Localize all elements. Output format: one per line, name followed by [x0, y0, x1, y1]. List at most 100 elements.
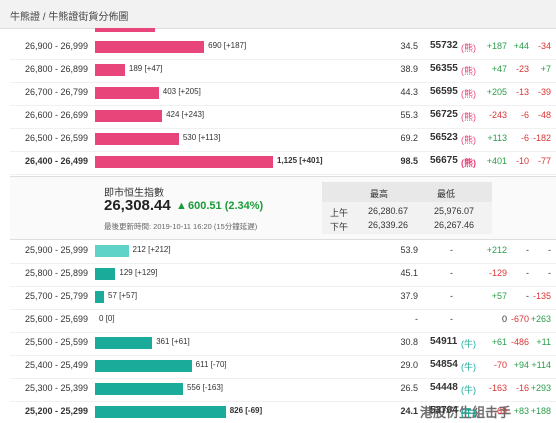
level: -: [450, 245, 453, 255]
range: 25,200 - 25,299: [24, 406, 88, 416]
range: 26,400 - 26,499: [24, 156, 88, 166]
bar-label: 189 [+47]: [128, 64, 163, 73]
side: (熊): [461, 112, 476, 122]
pct: 98.5: [400, 156, 418, 166]
level: 56355: [430, 63, 458, 74]
pct: -: [415, 314, 418, 324]
change: -48: [537, 110, 551, 120]
change: +47: [491, 64, 507, 74]
change: +57: [491, 291, 507, 301]
range: 26,900 - 26,999: [24, 41, 88, 51]
change: -10: [515, 156, 529, 166]
change: -77: [537, 156, 551, 166]
row: 25,500 - 25,599 361 [+61] 30.8 54911 (牛) +61-…: [10, 332, 556, 356]
change: -16: [515, 383, 529, 393]
pct: 44.3: [400, 87, 418, 97]
bar-label: 1,125 [+401]: [277, 156, 323, 165]
change: -34: [537, 41, 551, 51]
change: -: [526, 268, 529, 278]
range: 25,400 - 25,499: [24, 360, 88, 370]
side: (熊): [461, 135, 476, 145]
range: 25,600 - 25,699: [24, 314, 88, 324]
table-body: [322, 202, 492, 234]
level: 53704: [430, 405, 458, 416]
change: -163: [488, 383, 507, 393]
table-head: [322, 182, 492, 202]
pct: 24.1: [400, 406, 418, 416]
range: 26,600 - 26,699: [24, 110, 88, 120]
change: -: [548, 245, 551, 255]
change: +83: [513, 406, 529, 416]
level: 56675: [430, 155, 458, 166]
row: 25,600 - 25,699 0 [0] - - 0 -670 +263: [10, 309, 556, 333]
range: 26,800 - 26,899: [24, 64, 88, 74]
side: (熊): [461, 158, 476, 168]
row: 26,400 - 26,499 1,125 [+401] 98.5 56675 (熊) +…: [10, 151, 556, 175]
pct: 37.9: [400, 291, 418, 301]
bar-label: 690 [+187]: [208, 41, 247, 50]
level: 56523: [430, 132, 458, 143]
side: (牛): [461, 339, 476, 349]
change: +11: [536, 337, 551, 347]
change: -243: [488, 110, 507, 120]
bar: [95, 41, 205, 53]
change: +205: [486, 87, 507, 97]
bar-label: 57 [+57]: [108, 291, 138, 300]
col-header: 最低: [437, 189, 456, 199]
bar-label: 611 [-70]: [195, 360, 227, 369]
bar: [95, 87, 159, 99]
side: (熊): [461, 43, 476, 53]
change: +188: [530, 406, 551, 416]
change: -6: [520, 133, 529, 143]
change: -6: [520, 110, 529, 120]
row: 25,400 - 25,499 611 [-70] 29.0 54854 (牛) -70 +…: [10, 355, 556, 379]
change: -: [526, 291, 529, 301]
change: +263: [530, 314, 551, 324]
pct: 53.9: [400, 245, 418, 255]
change: -: [548, 268, 551, 278]
change: +113: [487, 133, 507, 143]
bar-label: 403 [+205]: [162, 87, 201, 96]
pct: 30.8: [400, 337, 418, 347]
range: 26,700 - 26,799: [24, 87, 88, 97]
index-arrow: ▲: [176, 200, 187, 212]
cell: 25,976.07: [434, 206, 475, 216]
index-value: 26,308.44: [104, 197, 171, 214]
change: -670: [510, 314, 529, 324]
cell: 上午: [330, 208, 349, 218]
cell: 26,280.67: [368, 206, 409, 216]
watermark: 港股衍生組击手: [420, 405, 512, 420]
bar: [95, 110, 163, 122]
bar-label: 361 [+61]: [156, 337, 190, 346]
row: 26,600 - 26,699 424 [+243] 55.3 56725 (熊) -24…: [10, 105, 556, 129]
bar: [95, 64, 125, 76]
change: -70: [493, 360, 507, 370]
pct: 26.5: [400, 383, 418, 393]
level: -: [450, 314, 453, 324]
level: 54911: [430, 336, 458, 347]
change: -13: [515, 87, 529, 97]
change: +212: [486, 245, 507, 255]
header-title: 牛熊證 / 牛熊證街貨分佈圖: [10, 12, 129, 23]
row: 25,800 - 25,899 129 [+129] 45.1 - -129 - -: [10, 263, 556, 287]
change: -69: [493, 406, 507, 416]
change: +293: [530, 383, 551, 393]
bar: [95, 383, 183, 395]
cell: 26,267.46: [434, 220, 475, 230]
side: (熊): [461, 66, 476, 76]
level: 56595: [430, 86, 458, 97]
bar-label: 530 [+113]: [182, 133, 221, 142]
bar-label: 424 [+243]: [166, 110, 205, 119]
pct: 45.1: [400, 268, 418, 278]
bar: [95, 406, 226, 418]
bar-label: 212 [+212]: [132, 245, 171, 254]
level: 56725: [430, 109, 458, 120]
bar: [95, 291, 105, 303]
level: 54448: [430, 382, 458, 393]
change: +114: [531, 360, 551, 370]
pct: 69.2: [400, 133, 418, 143]
row: 26,800 - 26,899 189 [+47] 38.9 56355 (熊) +47-…: [10, 59, 556, 83]
bar-label: 826 [-69]: [229, 406, 263, 415]
row: 25,200 - 25,299 826 [-69] 24.1 53704 (牛) -69 +…: [10, 401, 556, 423]
